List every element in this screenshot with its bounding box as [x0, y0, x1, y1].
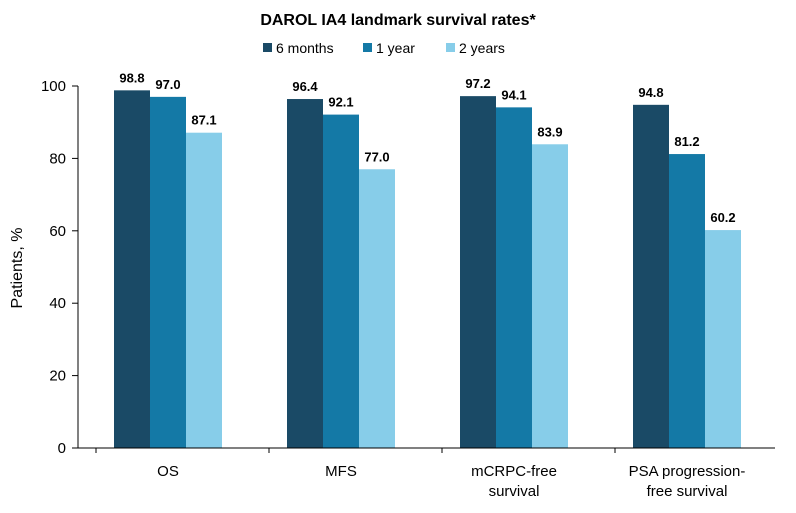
chart-title: DAROL IA4 landmark survival rates* — [260, 12, 536, 29]
legend: 6 months 1 year 2 years — [263, 40, 505, 56]
y-tick-label-20: 20 — [49, 368, 66, 385]
bar-4-1 — [633, 104, 669, 448]
data-label-2-2: 92.1 — [328, 95, 353, 110]
legend-label-1: 6 months — [276, 40, 334, 56]
y-tick-label-100: 100 — [41, 78, 66, 95]
y-tick-label-80: 80 — [49, 150, 66, 167]
legend-swatch-3 — [446, 43, 455, 52]
x-category-label-3-line-2: survival — [489, 483, 540, 500]
x-category-label-1-line-1: OS — [157, 463, 179, 480]
x-axis-labels: OS MFS mCRPC-free survival PSA progression-f… — [157, 463, 745, 500]
data-label-1-3: 87.1 — [191, 113, 216, 128]
x-category-label-3-line-1: mCRPC-free — [471, 463, 557, 480]
x-category-label-1: OS — [157, 463, 179, 480]
bar-2-3 — [359, 169, 395, 448]
data-label-3-2: 94.1 — [501, 87, 526, 102]
bar-3-2 — [496, 107, 532, 448]
y-tick-label-0: 0 — [58, 440, 66, 457]
legend-label-3: 2 years — [459, 40, 505, 56]
bar-1-1 — [114, 90, 150, 449]
data-label-4-2: 81.2 — [674, 134, 699, 149]
x-category-label-2-line-1: MFS — [325, 463, 357, 480]
legend-swatch-1 — [263, 43, 272, 52]
bar-4-3 — [705, 230, 741, 448]
y-axis-title: Patients, % — [9, 228, 26, 309]
data-labels: 98.8 97.0 87.1 96.4 92.1 77.0 97.2 94.1 83.9 94.8… — [119, 70, 735, 225]
data-label-4-3: 60.2 — [710, 210, 735, 225]
bar-1-2 — [150, 96, 186, 449]
y-tick-label-60: 60 — [49, 223, 66, 240]
x-category-label-3: mCRPC-free survival — [471, 463, 557, 500]
x-category-label-4: PSA progression-free survival — [629, 463, 746, 500]
data-label-1-2: 97.0 — [155, 77, 180, 92]
data-label-3-3: 83.9 — [537, 124, 562, 139]
bar-3-1 — [460, 96, 496, 449]
bar-1-3 — [186, 132, 222, 448]
y-axis-ticks: 0 20 40 60 80 100 — [41, 78, 78, 457]
data-label-2-1: 96.4 — [292, 79, 318, 94]
data-label-2-3: 77.0 — [364, 149, 389, 164]
legend-label-2: 1 year — [376, 40, 415, 56]
bars — [114, 90, 741, 449]
y-tick-label-40: 40 — [49, 295, 66, 312]
x-category-label-4-line-2: free survival — [647, 483, 728, 500]
bar-3-3 — [532, 144, 568, 449]
bar-4-2 — [669, 154, 705, 448]
data-label-3-1: 97.2 — [465, 76, 490, 91]
data-label-4-1: 94.8 — [638, 85, 663, 100]
x-category-label-2: MFS — [325, 463, 357, 480]
bar-2-2 — [323, 114, 359, 449]
data-label-1-1: 98.8 — [119, 70, 144, 85]
legend-swatch-2 — [363, 43, 372, 52]
bar-2-1 — [287, 99, 323, 449]
axes — [77, 86, 775, 453]
x-category-label-4-line-1: PSA progression- — [629, 463, 746, 480]
